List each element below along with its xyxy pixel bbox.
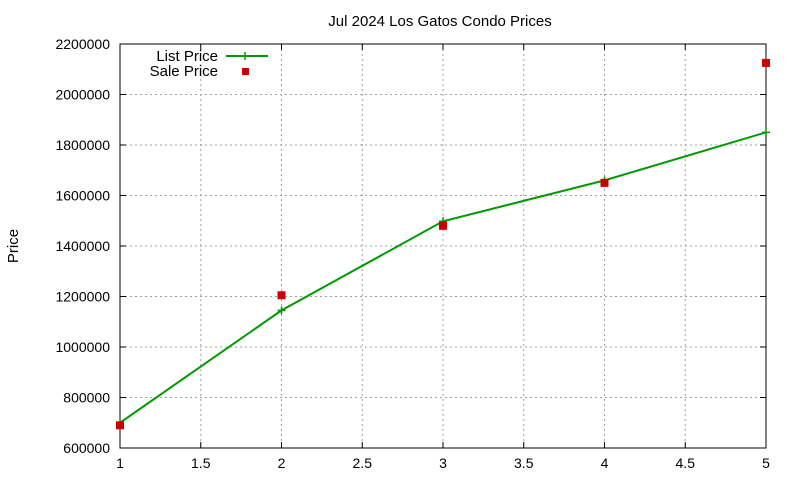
series-layer (116, 58, 770, 430)
y-tick-label: 1400000 (55, 238, 110, 254)
legend: List Price Sale Price (150, 48, 268, 80)
y-tick-label: 2000000 (55, 87, 110, 103)
data-point-sale-price (439, 221, 447, 230)
ticks-layer: 600000 800000 1000000 1200000 1400000 1600000… (55, 36, 770, 471)
y-tick-label: 1600000 (55, 188, 110, 204)
chart-title: Jul 2024 Los Gatos Condo Prices (328, 13, 551, 30)
x-tick-label: 3 (439, 455, 447, 471)
x-tick-label: 4 (601, 455, 609, 471)
legend-marker-list-price (241, 52, 249, 60)
x-tick-label: 1 (116, 455, 124, 471)
legend-label-list-price: List Price (156, 48, 218, 65)
series-list-price (116, 128, 770, 427)
x-tick-label: 1.5 (191, 455, 211, 471)
y-tick-label: 600000 (63, 440, 110, 456)
y-tick-label: 1200000 (55, 289, 110, 305)
y-axis-label: Price (5, 229, 22, 263)
x-tick-label: 5 (762, 455, 770, 471)
data-point-sale-price (762, 58, 770, 67)
data-point-sale-price (116, 421, 124, 430)
data-point-list-price (762, 128, 770, 137)
grid-layer (120, 44, 766, 448)
x-tick-label: 4.5 (676, 455, 696, 471)
y-tick-label: 1000000 (55, 339, 110, 355)
legend-label-sale-price: Sale Price (150, 63, 218, 80)
data-point-list-price (277, 306, 286, 315)
x-tick-label: 2.5 (353, 455, 373, 471)
x-tick-label: 3.5 (514, 455, 534, 471)
series-sale-price (116, 58, 770, 430)
data-point-sale-price (600, 178, 609, 187)
x-tick-label: 2 (278, 455, 286, 471)
data-point-sale-price (277, 291, 286, 300)
y-tick-label: 2200000 (55, 36, 110, 52)
y-tick-label: 1800000 (55, 137, 110, 153)
legend-marker-sale-price (242, 68, 249, 75)
y-tick-label: 800000 (63, 390, 110, 406)
